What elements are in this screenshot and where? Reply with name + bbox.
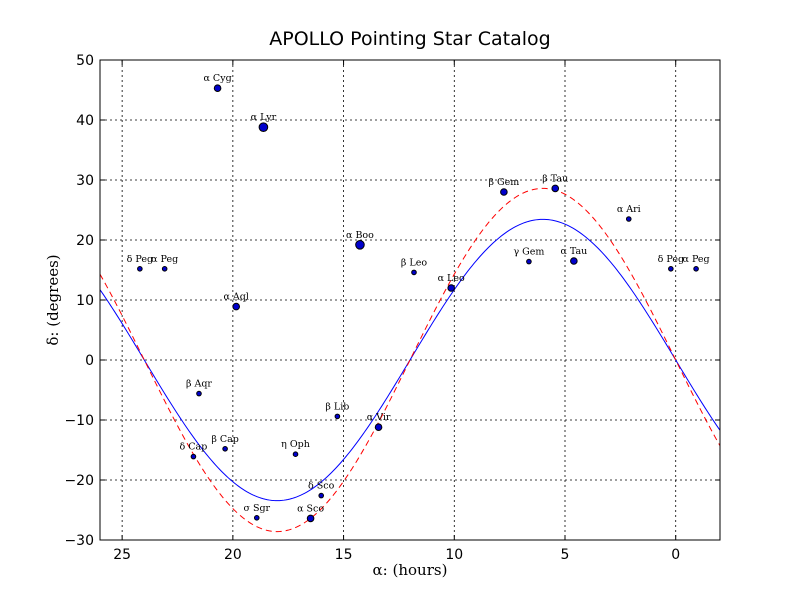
star-label: β Lib [325, 401, 349, 412]
star-label: α Sco [297, 503, 324, 514]
star-label: σ Sgr [243, 503, 270, 514]
y-tick-label: −30 [64, 533, 94, 549]
star-marker [411, 269, 417, 276]
y-tick-label: 0 [85, 353, 94, 369]
star-marker [374, 423, 383, 432]
star-label: β Aqr [186, 379, 212, 390]
star-label: α Tau [560, 246, 587, 257]
star-marker [232, 302, 240, 311]
star-label: δ Sco [308, 481, 335, 492]
star-label: β Cap [211, 434, 239, 445]
star-marker [253, 515, 260, 521]
y-tick-label: 20 [76, 233, 94, 249]
star-marker [500, 188, 508, 196]
star-marker [334, 413, 341, 420]
star-marker [355, 240, 365, 250]
star-label: γ Gem [513, 247, 544, 258]
star-marker [526, 258, 532, 265]
star-label: α Peg [151, 254, 178, 265]
grid [100, 59, 720, 541]
star-marker [137, 266, 143, 272]
star-marker [161, 266, 168, 272]
y-tick-label: −10 [64, 413, 94, 429]
star-label: α Leo [438, 273, 465, 284]
star-marker [306, 514, 315, 523]
star-label: η Oph [281, 439, 310, 450]
x-tick-label: 0 [671, 547, 680, 563]
star-marker [213, 84, 222, 92]
star-marker [693, 266, 699, 272]
star-label: α Peg [683, 254, 710, 265]
star-marker [190, 453, 197, 460]
star-label: α Aql [223, 292, 248, 303]
star-label: β Gem [489, 177, 520, 188]
curves [99, 187, 721, 533]
star-label: α Ari [617, 204, 641, 215]
star-label: β Tau [542, 173, 568, 184]
x-tick-label: 25 [113, 547, 131, 563]
y-tick-label: 10 [76, 293, 94, 309]
y-tick-label: −20 [64, 473, 94, 489]
star-marker [668, 266, 674, 272]
star-marker [447, 284, 455, 292]
y-axis-label: δ: (degrees) [44, 254, 62, 345]
y-tick-label: 30 [76, 173, 94, 189]
star-label: α Cyg [204, 73, 232, 84]
limit-curve [99, 187, 721, 533]
y-tick-label: 50 [76, 53, 94, 69]
star-marker [570, 257, 578, 265]
star-marker [551, 184, 560, 193]
star-label: α Vir [367, 412, 391, 423]
x-tick-label: 15 [335, 547, 353, 563]
star-marker [258, 122, 269, 132]
chart-title: APOLLO Pointing Star Catalog [269, 28, 550, 50]
star-marker [625, 216, 632, 222]
ecliptic-curve [99, 218, 721, 502]
x-tick-label: 5 [561, 547, 570, 563]
x-axis-label: α: (hours) [373, 561, 448, 579]
star-label: α Boo [346, 230, 374, 241]
x-tick-label: 20 [224, 547, 242, 563]
star-label: δ Cap [180, 442, 208, 453]
star-marker [222, 446, 228, 452]
x-tick-label: 10 [445, 547, 463, 563]
y-tick-label: 40 [76, 113, 94, 129]
star-marker [196, 390, 202, 397]
star-label: α Lyr [251, 112, 277, 123]
star-marker [318, 492, 325, 499]
star-marker [292, 451, 299, 458]
star-label: δ Peg [127, 254, 153, 265]
star-label: β Leo [401, 257, 427, 268]
star-label: δ Peg [658, 254, 684, 265]
